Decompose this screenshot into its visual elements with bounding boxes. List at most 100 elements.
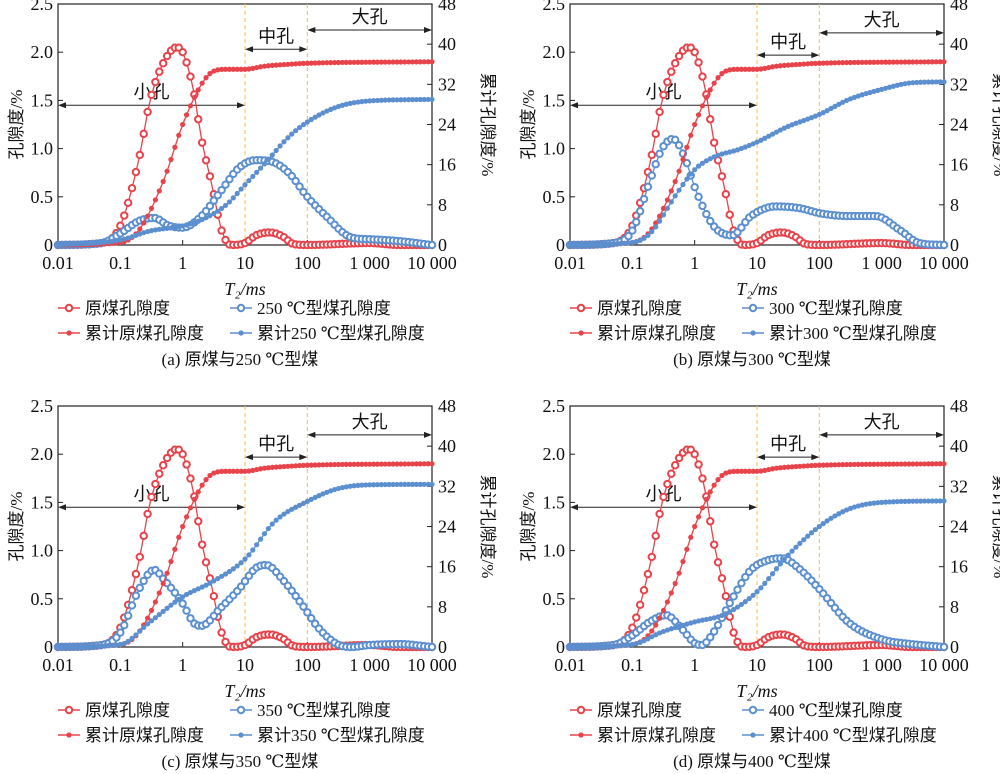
arrow-head-right [936,29,944,36]
data-point [906,461,912,467]
data-point [937,498,943,504]
data-point [70,644,77,650]
data-point [651,531,660,541]
data-point [421,59,427,65]
data-point [590,644,596,650]
data-point [222,202,229,209]
data-point [55,644,61,650]
data-point [921,461,928,467]
data-point [74,644,81,650]
data-point [143,107,152,117]
data-point [939,240,949,250]
x-tick-label: 10 [236,655,254,675]
data-point [207,213,213,219]
data-point [882,499,889,505]
arrow-head-left [58,102,66,109]
data-point [698,474,707,483]
data-point [670,135,680,145]
data-point [653,224,659,230]
data-point [406,461,412,467]
y2-tick-label: 40 [950,34,968,54]
y2-tick-label: 0 [438,235,447,255]
data-point [324,462,330,468]
data-point [219,573,225,579]
data-point [123,198,133,208]
data-point [801,61,807,67]
data-point [808,60,815,67]
data-point [285,135,291,141]
data-point [308,116,314,123]
data-point [737,578,746,588]
data-point [647,552,657,562]
y-axis-label: 孔隙度/% [519,90,538,160]
data-point [773,566,780,572]
data-point [359,482,365,488]
data-point [914,461,920,467]
data-point [307,614,316,623]
data-point [205,172,215,181]
data-point [139,576,148,586]
data-point [312,60,318,66]
y-tick-label: 1.0 [31,541,54,561]
data-point [291,176,300,186]
legend-label: 原煤孔隙度 [85,701,170,720]
data-point [398,97,404,103]
data-point [394,461,400,467]
legend-marker [750,330,756,336]
data-point [254,466,260,473]
data-point [183,514,190,520]
arrow-head-left [58,504,66,511]
y2-tick-label: 48 [438,0,456,14]
data-point [207,472,213,479]
data-point [378,461,384,467]
y-tick-label: 0.5 [543,187,566,207]
data-point [867,59,873,65]
data-point [741,572,750,582]
data-point [143,509,152,519]
data-point [731,66,737,72]
data-point [238,66,244,72]
y-tick-label: 1.0 [31,139,54,159]
data-point [390,97,396,103]
data-point [571,242,577,248]
data-point [312,494,318,501]
data-point [421,461,427,467]
data-point [812,462,819,468]
data-point [355,482,361,488]
data-point [406,97,412,103]
data-point [824,108,830,114]
data-point [205,201,215,211]
arrow-head-left [757,52,765,59]
legend-label: 累计300 ℃型煤孔隙度 [769,324,937,343]
data-point [667,469,676,478]
data-point [639,586,649,595]
data-point [67,241,73,247]
data-point [647,171,657,180]
x-tick-label: 0.1 [621,253,644,273]
data-point [191,496,197,503]
x-axis-label: T₂/ms [224,279,265,299]
data-point [183,591,190,598]
x-axis-label: T₂/ms [736,279,777,299]
y2-tick-label: 48 [950,396,968,416]
data-point [684,144,690,150]
data-point [668,188,674,194]
data-point [370,482,377,488]
data-point [910,59,916,65]
data-point [242,468,248,474]
data-point [586,644,593,650]
legend-marker [66,732,72,738]
data-point [721,190,731,199]
y-axis-label: 孔隙度/% [519,492,538,562]
data-point [690,450,699,459]
data-point [127,601,137,610]
legend-label: 250 ℃型煤孔隙度 [257,299,391,318]
data-point [719,612,725,619]
data-point [195,218,201,224]
data-point [890,59,896,65]
x-tick-label: 100 [294,655,321,675]
x-tick-label: 0.1 [109,253,132,273]
data-point [715,75,721,81]
data-point [413,96,420,103]
data-point [758,66,764,72]
